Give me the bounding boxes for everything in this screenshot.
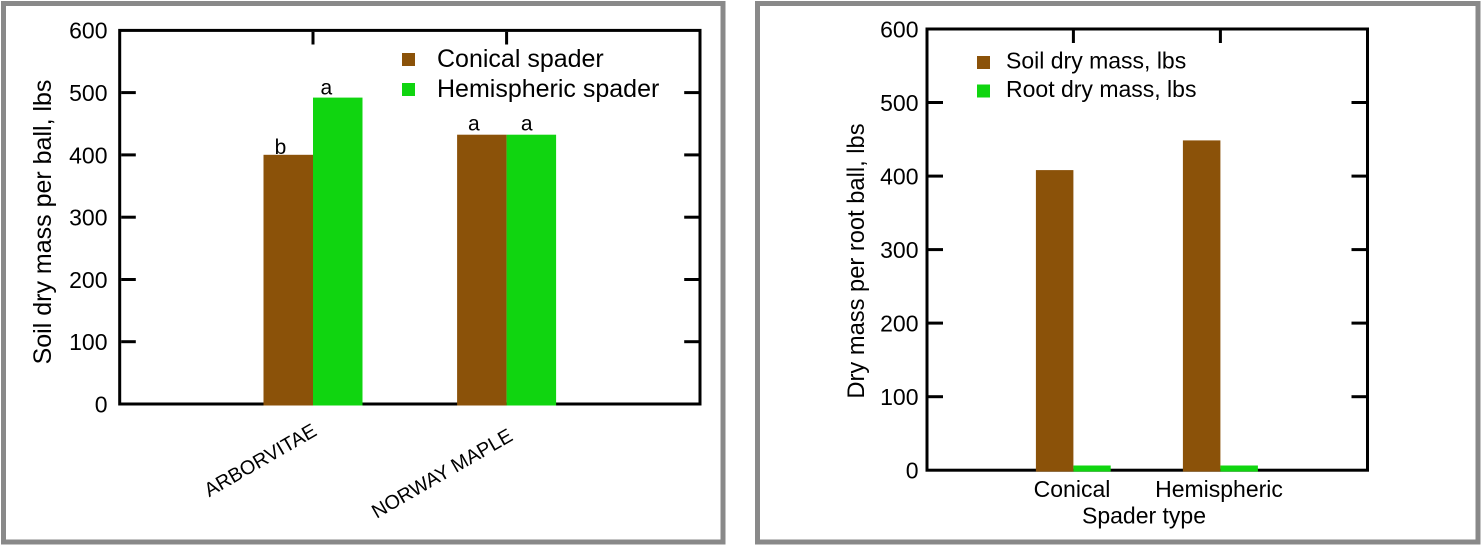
svg-text:0: 0 bbox=[95, 391, 108, 417]
svg-text:100: 100 bbox=[880, 384, 918, 410]
svg-text:600: 600 bbox=[69, 17, 107, 43]
svg-text:600: 600 bbox=[880, 16, 918, 42]
svg-text:b: b bbox=[275, 136, 287, 159]
svg-text:a: a bbox=[468, 113, 480, 136]
svg-text:400: 400 bbox=[69, 142, 107, 168]
svg-text:300: 300 bbox=[880, 237, 918, 263]
svg-text:300: 300 bbox=[69, 205, 107, 231]
svg-text:Hemispheric: Hemispheric bbox=[1155, 476, 1283, 502]
svg-text:Conical spader: Conical spader bbox=[437, 45, 604, 73]
svg-text:500: 500 bbox=[69, 80, 107, 106]
svg-text:a: a bbox=[521, 113, 533, 136]
svg-text:Conical: Conical bbox=[1034, 476, 1111, 502]
svg-text:Root dry mass, lbs: Root dry mass, lbs bbox=[1006, 76, 1196, 102]
svg-text:500: 500 bbox=[880, 90, 918, 116]
svg-text:a: a bbox=[321, 77, 333, 100]
svg-text:Soil dry mass per ball, lbs: Soil dry mass per ball, lbs bbox=[29, 80, 57, 365]
svg-text:100: 100 bbox=[69, 329, 107, 355]
svg-text:200: 200 bbox=[69, 267, 107, 293]
svg-text:200: 200 bbox=[880, 311, 918, 337]
svg-text:Hemispheric spader: Hemispheric spader bbox=[437, 75, 659, 103]
svg-text:0: 0 bbox=[906, 458, 919, 484]
svg-text:400: 400 bbox=[880, 164, 918, 190]
svg-text:Soil dry mass, lbs: Soil dry mass, lbs bbox=[1006, 48, 1186, 74]
svg-text:Dry mass per root ball, lbs: Dry mass per root ball, lbs bbox=[844, 123, 870, 398]
svg-text:Spader type: Spader type bbox=[1082, 503, 1206, 529]
